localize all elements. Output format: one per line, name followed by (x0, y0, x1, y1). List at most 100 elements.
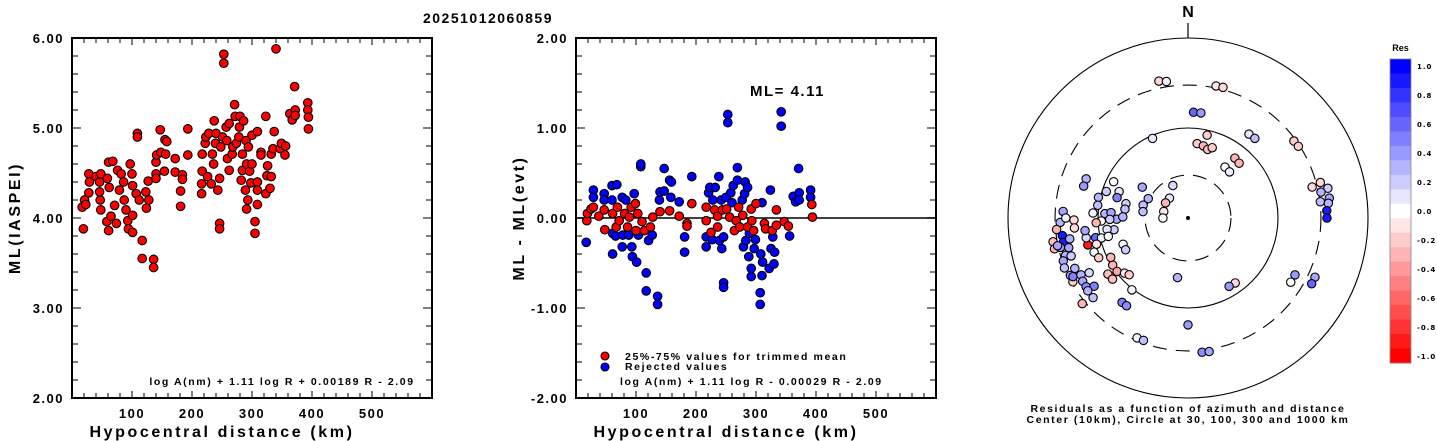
station-residual-point (1234, 158, 1244, 168)
rejected-point (743, 251, 754, 262)
formula-annotation: log A(nm) + 1.11 log R - 0.00029 R - 2.0… (620, 376, 883, 388)
rejected-point (746, 271, 757, 282)
x-tick-label: 300 (239, 406, 265, 421)
station-residual-point (1118, 212, 1128, 222)
rejected-point (769, 247, 780, 258)
data-point (125, 159, 136, 169)
station-residual-point (1183, 320, 1193, 330)
plot-frame (71, 37, 433, 399)
used-point (783, 221, 794, 231)
data-point (196, 188, 207, 199)
used-point (622, 222, 633, 232)
colorbar-band (1390, 87, 1411, 103)
rejected-point (707, 195, 718, 205)
used-point (686, 198, 697, 209)
station-residual-point (1120, 245, 1131, 255)
used-point (806, 199, 817, 210)
station-residual-point (1088, 208, 1098, 218)
data-point (104, 182, 115, 193)
rejected-point (749, 243, 760, 254)
used-point (746, 215, 757, 226)
data-point (262, 160, 273, 171)
used-point (645, 222, 656, 232)
station-residual-point (1137, 182, 1148, 192)
x-tick-label: 500 (863, 406, 889, 421)
station-residual-point (1138, 206, 1148, 217)
data-point (280, 150, 290, 160)
y-axis-label: ML(IASPEI) (7, 162, 24, 274)
rejected-point (641, 286, 652, 296)
station-residual-point (1168, 180, 1178, 191)
data-point (271, 43, 281, 54)
data-point (141, 203, 152, 213)
colorbar-tick-label: -0.8 (1417, 324, 1436, 332)
data-point (224, 165, 235, 176)
station-residual-point (1088, 292, 1098, 303)
data-point (95, 205, 106, 215)
map-caption-line2: Center (10km), Circle at 30, 100, 300 an… (1027, 414, 1350, 426)
station-residual-point (1207, 142, 1217, 153)
data-point (137, 253, 148, 264)
station-residual-point (1084, 268, 1094, 278)
station-residual-point (1315, 197, 1326, 207)
data-point (114, 185, 125, 195)
station-residual-point (1307, 182, 1317, 192)
data-point (148, 254, 159, 265)
x-tick-label: 100 (623, 406, 649, 421)
rejected-point (620, 195, 631, 205)
rejected-point (647, 230, 658, 240)
colorbar-band (1390, 261, 1411, 277)
north-label: N (1182, 4, 1194, 21)
colorbar-frame (1389, 58, 1412, 364)
station-residual-point (1124, 270, 1134, 280)
rejected-point (652, 299, 663, 310)
colorbar-band (1390, 334, 1411, 350)
rejected-point (757, 257, 768, 267)
used-point (614, 215, 625, 226)
station-residual-point (1322, 213, 1332, 223)
used-point (771, 220, 782, 231)
colorbar-tick-label: -0.4 (1417, 266, 1436, 274)
colorbar-band (1390, 218, 1411, 234)
used-point (771, 205, 782, 215)
rejected-point (793, 163, 804, 174)
station-residual-point (1092, 200, 1103, 211)
colorbar-band (1390, 276, 1411, 292)
data-point (212, 185, 223, 195)
colorbar-tick-label: 0.2 (1417, 179, 1432, 187)
used-point (631, 225, 641, 236)
station-residual-point (1315, 177, 1326, 188)
rejected-point (652, 291, 663, 302)
station-residual-point (1052, 240, 1063, 251)
colorbar-band (1390, 232, 1411, 248)
data-point (106, 211, 116, 222)
used-point (751, 198, 761, 209)
station-residual-point (1068, 271, 1078, 282)
data-point (247, 159, 257, 169)
data-point (229, 99, 240, 110)
data-point (196, 178, 207, 189)
station-residual-point (1089, 281, 1099, 291)
data-point (260, 111, 271, 122)
used-point (701, 215, 712, 226)
station-residual-point (1120, 204, 1130, 214)
data-point (83, 187, 94, 198)
station-residual-point (1061, 213, 1071, 223)
colorbar-tick-label: -1.0 (1417, 353, 1436, 361)
x-axis-label: Hypocentral distance (km) (89, 424, 354, 441)
data-point (240, 185, 251, 195)
used-point (674, 211, 685, 222)
y-tick-label: 4.00 (33, 211, 64, 226)
station-residual-point (1121, 301, 1132, 311)
epicenter-marker (1186, 216, 1190, 220)
rejected-point (710, 182, 721, 193)
data-point (132, 132, 143, 142)
used-point (712, 211, 723, 222)
data-point (221, 135, 232, 146)
data-point (151, 173, 161, 184)
data-point (237, 149, 248, 159)
station-residual-point (1224, 167, 1235, 177)
rejected-point (626, 241, 637, 252)
colorbar-title: Res (1392, 43, 1409, 53)
data-point (119, 195, 130, 205)
